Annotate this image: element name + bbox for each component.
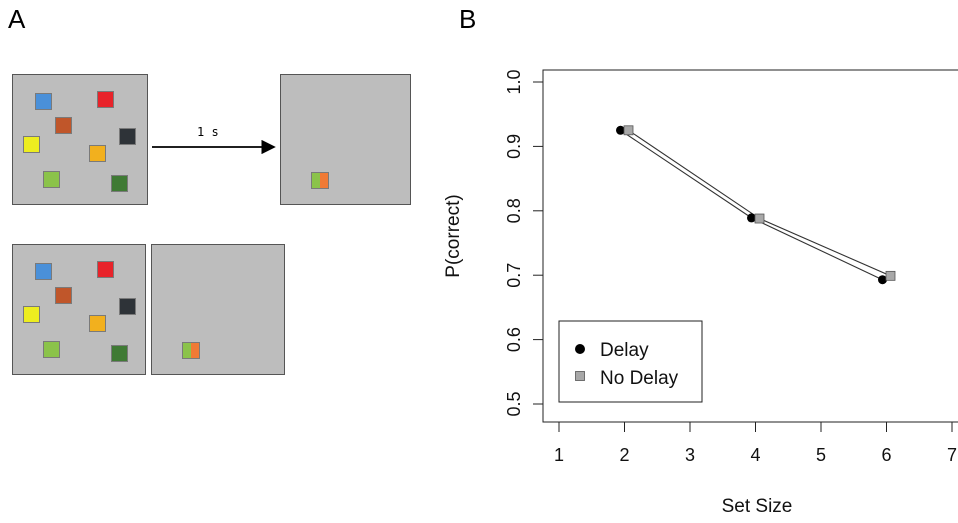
stimulus-square-red <box>97 91 114 108</box>
stimulus-square-yellow <box>23 306 40 323</box>
series-line-delay <box>620 129 883 281</box>
y-tick-label: 0.6 <box>504 327 524 352</box>
probe-square-right-half <box>320 172 329 189</box>
data-point-delay <box>878 275 887 285</box>
legend-delay-label: Delay <box>600 340 649 361</box>
stimulus-square-dark-green <box>111 345 128 362</box>
stimulus-square-light-green <box>43 341 60 358</box>
stimulus-square-dark-green <box>111 175 128 192</box>
stimulus-square-orange <box>89 315 106 332</box>
x-tick-label: 7 <box>947 445 957 465</box>
stimulus-square-red <box>97 261 114 278</box>
stimulus-square-brown <box>55 117 72 134</box>
x-axis-label: Set Size <box>722 496 793 517</box>
y-tick-label: 0.9 <box>504 134 524 159</box>
chart-axes: 1 2 3 4 5 6 7 0.5 0.6 0.7 0.8 0.9 1.0 <box>504 69 957 465</box>
chart-marks <box>616 125 896 285</box>
x-tick-label: 1 <box>554 445 564 465</box>
probe-square-left-half <box>182 342 191 359</box>
data-point-no-delay <box>754 213 765 224</box>
y-tick-label: 0.7 <box>504 263 524 288</box>
sample-display-top <box>12 74 148 205</box>
legend: Delay No Delay <box>558 320 703 403</box>
x-tick-label: 6 <box>881 445 891 465</box>
x-tick-label: 4 <box>750 445 760 465</box>
data-point-no-delay <box>623 125 634 136</box>
probe-square-right-half <box>191 342 200 359</box>
stimulus-square-blue <box>35 263 52 280</box>
stimulus-square-black <box>119 298 136 315</box>
stimulus-square-orange <box>89 145 106 162</box>
stimulus-square-black <box>119 128 136 145</box>
stimulus-square-brown <box>55 287 72 304</box>
data-point-delay <box>616 125 625 135</box>
legend-delay-marker <box>575 344 585 354</box>
legend-box <box>558 320 703 403</box>
y-tick-label: 0.8 <box>504 198 524 223</box>
stimulus-square-yellow <box>23 136 40 153</box>
stimulus-square-blue <box>35 93 52 110</box>
x-tick-label: 2 <box>619 445 629 465</box>
stimulus-square-light-green <box>43 171 60 188</box>
panel-b-label: B <box>459 4 477 34</box>
panel-a-label: A <box>8 4 26 34</box>
legend-nodelay-label: No Delay <box>600 368 679 389</box>
probe-display-bottom <box>151 244 285 375</box>
legend-nodelay-marker <box>575 371 585 381</box>
y-tick-label: 0.5 <box>504 391 524 416</box>
x-tick-label: 3 <box>685 445 695 465</box>
series-line-no-delay <box>628 129 891 277</box>
probe-display-top <box>280 74 411 205</box>
y-axis-label: P(correct) <box>443 194 464 277</box>
data-point-no-delay <box>885 270 896 281</box>
y-tick-label: 1.0 <box>504 69 524 94</box>
data-point-delay <box>747 213 756 223</box>
sample-display-bottom <box>12 244 146 375</box>
probe-square-left-half <box>311 172 320 189</box>
x-tick-label: 5 <box>816 445 826 465</box>
delay-arrow-label: 1 s <box>197 125 219 139</box>
